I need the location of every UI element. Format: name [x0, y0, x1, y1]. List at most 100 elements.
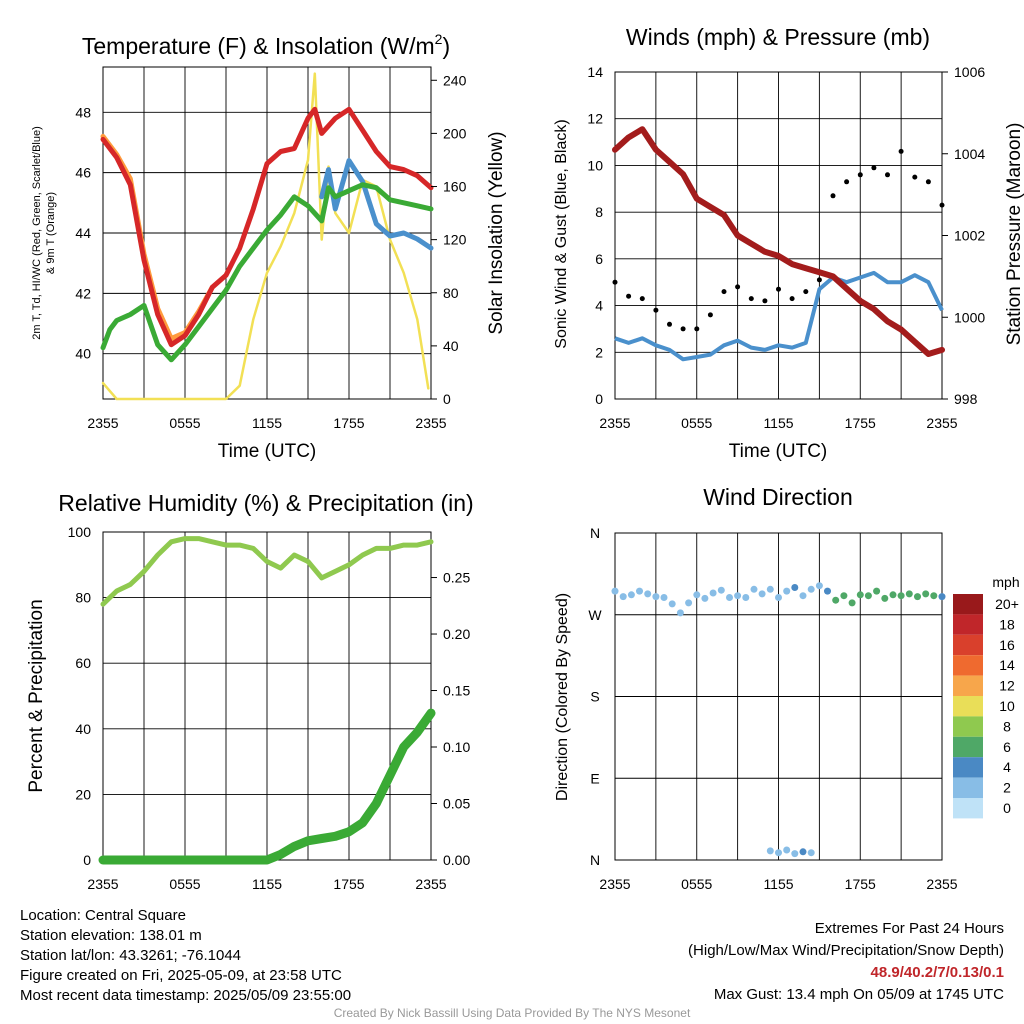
gust-point [789, 296, 795, 302]
gust-point [694, 326, 700, 332]
direction-point [775, 849, 782, 857]
direction-point [824, 587, 831, 595]
y-tick-label: 20 [75, 786, 91, 802]
direction-point [636, 587, 643, 595]
y2-tick-label: 240 [443, 72, 467, 88]
extremes-values: 48.9/40.2/7/0.13/0.1 [870, 964, 1004, 981]
y2-tick-label: 0.00 [443, 852, 470, 868]
direction-point [856, 591, 864, 599]
x-tick-label: 2355 [599, 876, 630, 892]
y-tick-label: 42 [75, 285, 91, 301]
gust-point [748, 296, 754, 302]
direction-point [783, 846, 791, 854]
wind-speed-legend: mph 20+ 18 16 14 12 10 8 6 4 2 0 [953, 574, 1020, 819]
insolation-y-axis-label: Solar Insolation (Yellow) [486, 131, 507, 334]
x-tick-label: 2355 [415, 415, 446, 431]
direction-point [717, 586, 725, 594]
precip-y-ticks: 0.00 0.05 0.10 0.15 0.20 0.25 [431, 570, 470, 868]
wind-direction-panel: Wind Direction 2355 0555 1155 1755 2355 N E S W… [554, 484, 1020, 892]
gust-point [612, 279, 618, 285]
x-tick-label: 2355 [87, 876, 118, 892]
legend-label: 12 [999, 678, 1015, 694]
direction-point [881, 594, 889, 602]
legend-label: 4 [1003, 759, 1011, 775]
direction-tick-label: W [588, 607, 602, 623]
y2-tick-label: 1006 [954, 64, 985, 80]
direction-point [685, 599, 693, 607]
y-tick-label: 0 [83, 852, 91, 868]
y2-tick-label: 40 [443, 338, 459, 354]
direction-tick-label: N [590, 852, 600, 868]
direction-point [791, 584, 799, 591]
pressure-y-ticks: 998 1000 1002 1004 1006 [942, 64, 985, 407]
insolation-y-ticks: 0 40 80 120 160 200 240 [431, 72, 467, 407]
temperature-x-ticks: 2355 0555 1155 1755 2355 [87, 415, 446, 431]
direction-point [832, 596, 840, 604]
direction-point [775, 594, 782, 601]
direction-point [668, 600, 676, 608]
y2-tick-label: 0.25 [443, 570, 470, 586]
temperature-y-axis-label-2: & 9m T (Orange) [45, 192, 57, 274]
wind-direction-plot-frame [614, 532, 943, 861]
y2-tick-label: 1002 [954, 228, 985, 244]
winds-y-ticks: 0 2 4 6 8 10 12 14 [587, 64, 603, 407]
gust-point [939, 202, 945, 208]
relative-humidity-line [100, 536, 434, 607]
gust-point [721, 289, 727, 295]
direction-point [644, 590, 652, 598]
direction-point [848, 599, 856, 607]
wind-direction-panel-title: Wind Direction [703, 484, 853, 510]
gust-point [925, 179, 931, 185]
direction-point [734, 592, 742, 600]
temperature-insolation-panel: Temperature (F) & Insolation (W/m2) 2355… [31, 31, 507, 462]
gust-point [653, 307, 659, 313]
direction-point [652, 593, 660, 601]
y2-tick-label: 0.15 [443, 683, 470, 699]
y2-tick-label: 0.10 [443, 739, 470, 755]
station-info: Location: Central Square Station elevati… [20, 906, 351, 1006]
x-tick-label: 0555 [681, 876, 712, 892]
y2-tick-label: 0.20 [443, 626, 470, 642]
humidity-grid [103, 532, 431, 860]
extremes-box: Extremes For Past 24 Hours (High/Low/Max… [688, 918, 1004, 1006]
direction-point [864, 592, 872, 600]
legend-label: 10 [999, 698, 1015, 714]
y-tick-label: 40 [75, 346, 91, 362]
station-pressure-line [612, 126, 945, 357]
x-tick-label: 0555 [681, 415, 712, 431]
humidity-y-ticks: 0 20 40 60 80 100 [68, 524, 92, 868]
direction-point [897, 592, 905, 600]
humidity-precip-panel: Relative Humidity (%) & Precipitation (i… [26, 490, 474, 892]
y-tick-label: 6 [595, 251, 603, 267]
gust-point [667, 321, 672, 327]
direction-point [905, 590, 913, 598]
direction-point [709, 589, 717, 597]
y2-tick-label: 0 [443, 391, 451, 407]
wind-direction-grid [615, 533, 942, 860]
humidity-series [98, 536, 436, 865]
x-tick-label: 1755 [333, 415, 364, 431]
station-location: Location: Central Square [20, 907, 186, 924]
y-tick-label: 46 [75, 165, 91, 181]
temperature-x-axis-label: Time (UTC) [218, 441, 317, 462]
y-tick-label: 60 [75, 655, 91, 671]
legend-label: 14 [999, 657, 1015, 673]
legend-swatch [953, 614, 983, 635]
gust-point [776, 286, 781, 292]
x-tick-label: 2355 [87, 415, 118, 431]
direction-point [799, 848, 807, 856]
figure-created: Figure created on Fri, 2025-05-09, at 23… [20, 967, 342, 984]
gust-point [912, 174, 918, 180]
extremes-title: Extremes For Past 24 Hours [814, 920, 1004, 937]
station-latlon: Station lat/lon: 43.3261; -76.1044 [20, 947, 242, 964]
direction-point [766, 585, 774, 593]
max-gust: Max Gust: 13.4 mph On 05/09 at 1745 UTC [713, 986, 1004, 1003]
x-tick-label: 1755 [845, 415, 876, 431]
direction-point [840, 592, 848, 600]
x-tick-label: 1155 [763, 876, 793, 892]
direction-tick-label: S [590, 689, 599, 705]
legend-label: 20+ [995, 596, 1019, 612]
x-tick-label: 1155 [763, 415, 793, 431]
x-tick-label: 0555 [169, 415, 200, 431]
